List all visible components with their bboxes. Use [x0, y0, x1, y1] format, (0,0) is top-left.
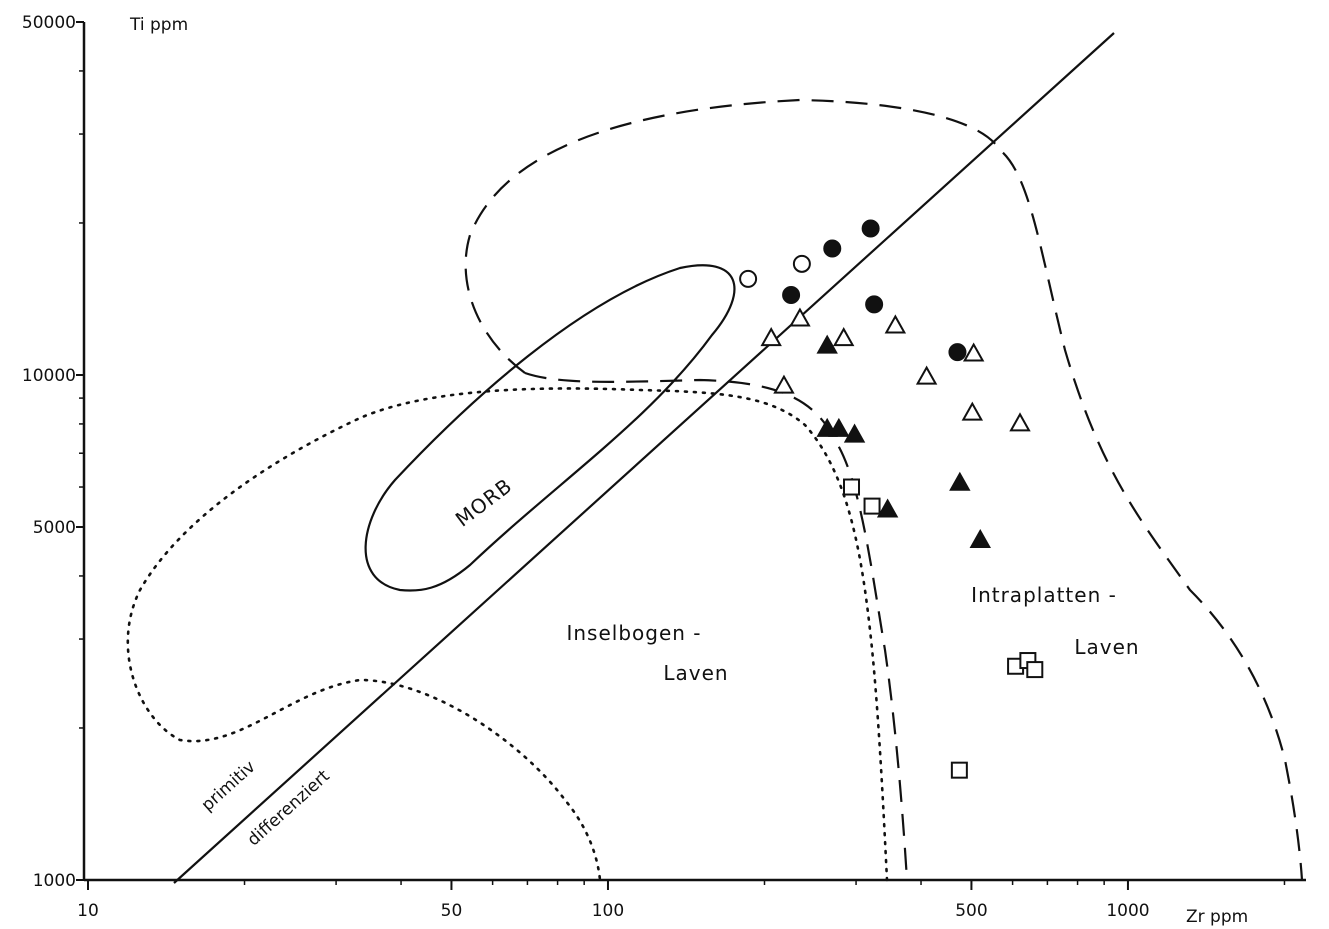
filled-triangle-point	[949, 471, 971, 491]
filled-triangle-point	[843, 423, 866, 443]
filled-triangle-point	[816, 334, 838, 354]
x-axis-major-ticks	[87, 880, 1129, 890]
morb-field-label: MORB	[451, 473, 517, 531]
x-tick-label-500: 500	[955, 901, 987, 921]
x-axis-title: Zr ppm	[1186, 907, 1248, 927]
open-triangle-point	[760, 327, 782, 347]
open-triangle-point	[1009, 412, 1031, 432]
field-labels: MORB Inselbogen - Laven Intraplatten - L…	[198, 473, 1139, 850]
filled-circle-point	[861, 219, 880, 238]
y-axis-tick-labels: 1000 5000 10000 50000	[22, 13, 76, 891]
open-triangle-point	[773, 374, 795, 394]
island-arc-label-line1: Inselbogen -	[566, 621, 701, 645]
open-circle-point	[792, 254, 811, 273]
open-square-point	[950, 761, 968, 779]
within-plate-field-boundary	[464, 98, 1304, 881]
data-points	[739, 219, 1044, 779]
filled-triangle-point	[969, 528, 991, 548]
open-triangle-point	[832, 327, 855, 347]
filled-triangle-point	[828, 417, 850, 437]
open-triangle-point	[915, 365, 938, 385]
y-tick-label-50000: 50000	[22, 13, 76, 33]
y-axis-title: Ti ppm	[129, 15, 188, 35]
open-square-point	[1026, 661, 1044, 679]
x-tick-label-1000: 1000	[1106, 901, 1149, 921]
open-triangle-point	[884, 314, 907, 334]
y-tick-label-1000: 1000	[33, 871, 76, 891]
x-axis-tick-labels: 10 50 100 500 1000	[77, 901, 1149, 921]
open-square-point	[843, 478, 861, 496]
open-triangle-point	[789, 307, 811, 327]
x-tick-label-10: 10	[77, 901, 99, 921]
field-boundaries	[126, 32, 1304, 884]
y-axis-major-ticks	[76, 21, 84, 881]
primitive-differentiated-divider	[173, 32, 1115, 884]
y-tick-label-5000: 5000	[33, 518, 76, 538]
morb-field-boundary	[364, 264, 736, 592]
open-square-point	[863, 497, 881, 515]
open-triangle-point	[961, 401, 984, 421]
y-tick-label-10000: 10000	[22, 366, 76, 386]
open-circle-point	[739, 269, 758, 288]
x-tick-label-100: 100	[592, 901, 624, 921]
island-arc-label-line2: Laven	[663, 661, 728, 685]
island-arc-field-boundary	[524, 371, 909, 881]
within-plate-label-line2: Laven	[1074, 635, 1139, 659]
open-triangle-point	[962, 342, 985, 362]
filled-circle-point	[823, 239, 842, 258]
filled-circle-point	[865, 295, 884, 314]
x-tick-label-50: 50	[441, 901, 463, 921]
filled-circle-point	[948, 343, 967, 362]
morb-island-arc-dotted-boundary	[126, 387, 889, 882]
axes	[76, 21, 1306, 890]
filled-circle-point	[782, 286, 801, 305]
primitive-label: primitiv	[198, 757, 260, 816]
within-plate-label-line1: Intraplatten -	[971, 583, 1117, 607]
filled-triangle-point	[876, 498, 899, 518]
